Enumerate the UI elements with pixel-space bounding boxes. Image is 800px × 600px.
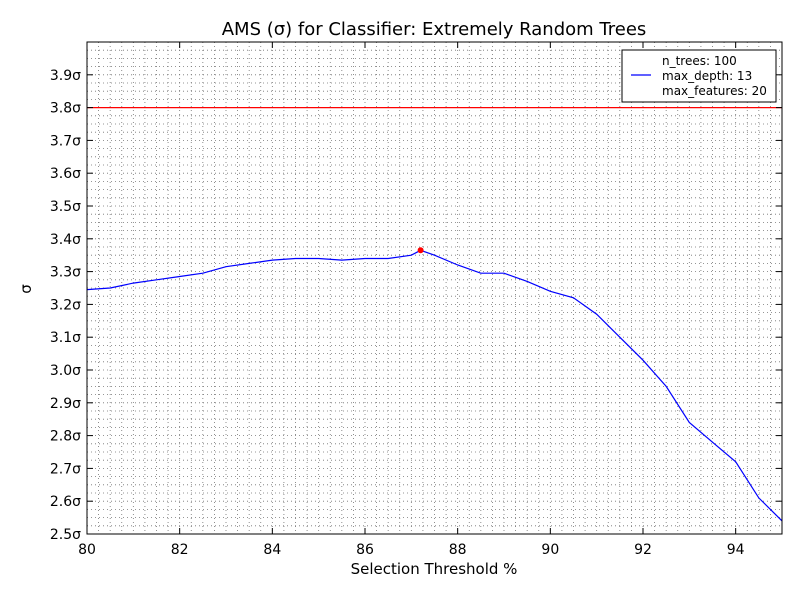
y-tick-label: 3.9σ	[50, 68, 81, 84]
y-tick-label: 3.8σ	[50, 101, 81, 117]
y-tick-label: 2.6σ	[50, 494, 81, 510]
y-tick-label: 2.7σ	[50, 461, 81, 477]
x-tick-label: 90	[541, 542, 559, 558]
y-tick-label: 3.4σ	[50, 232, 81, 248]
plot-frame	[86, 41, 783, 535]
y-axis: 2.5σ 2.6σ 2.7σ 2.8σ 2.9σ 3.0σ 3.1σ 3.2σ 3.3σ 3.4σ…	[50, 68, 782, 543]
grid	[87, 42, 782, 534]
y-tick-label: 3.7σ	[50, 133, 81, 149]
legend-entry: max_depth: 13	[662, 69, 752, 83]
y-tick-label: 2.9σ	[50, 396, 81, 412]
y-tick-label: 2.5σ	[50, 527, 81, 543]
x-axis: 80 82 84 86 88 90 92 94	[78, 42, 745, 558]
x-axis-label: Selection Threshold %	[351, 560, 518, 578]
y-tick-label: 3.6σ	[50, 166, 81, 182]
y-tick-label: 2.8σ	[50, 429, 81, 445]
legend-box	[621, 49, 777, 103]
max-point-marker	[417, 247, 424, 254]
x-tick-label: 92	[634, 542, 652, 558]
y-axis-label: σ	[17, 284, 35, 294]
y-tick-label: 3.2σ	[50, 297, 81, 313]
x-tick-label: 88	[449, 542, 467, 558]
y-tick-label: 3.1σ	[50, 330, 81, 346]
legend-entry: n_trees: 100	[662, 54, 737, 68]
x-tick-label: 86	[356, 542, 374, 558]
legend-entry: max_features: 20	[662, 84, 767, 98]
plot-area	[86, 41, 783, 535]
x-tick-label: 82	[171, 542, 189, 558]
series-line-0	[87, 249, 782, 522]
y-tick-label: 3.0σ	[50, 363, 81, 379]
x-tick-label: 80	[78, 542, 96, 558]
y-tick-label: 3.3σ	[50, 265, 81, 281]
x-tick-label: 84	[263, 542, 281, 558]
y-tick-label: 3.5σ	[50, 199, 81, 215]
x-tick-label: 94	[727, 542, 745, 558]
chart-title: AMS (σ) for Classifier: Extremely Random…	[222, 19, 647, 40]
